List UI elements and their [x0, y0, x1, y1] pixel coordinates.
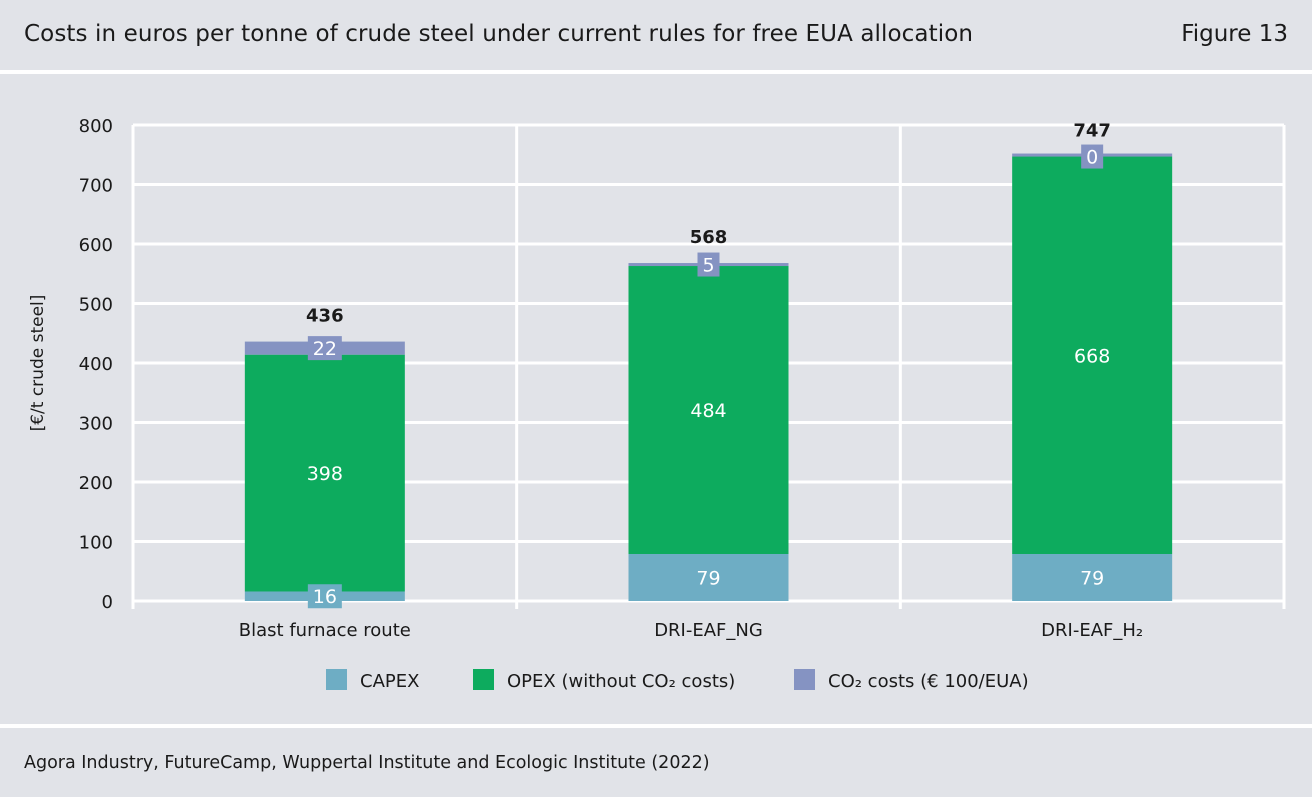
- legend-label-opex-without-co-costs: OPEX (without CO₂ costs): [507, 671, 735, 692]
- y-tick-label-300: 300: [79, 414, 113, 435]
- legend-swatch-capex: [326, 669, 347, 690]
- bottom-divider: [0, 724, 1312, 728]
- y-tick-label-500: 500: [79, 295, 113, 316]
- data-label-capex-dri-eaf-ng: 79: [696, 567, 720, 589]
- data-label-opex-without-co-costs-dri-eaf-h: 668: [1074, 345, 1110, 367]
- source-note: Agora Industry, FutureCamp, Wuppertal In…: [24, 753, 710, 773]
- data-label-opex-without-co-costs-dri-eaf-ng: 484: [690, 400, 726, 422]
- y-tick-label-700: 700: [79, 176, 113, 197]
- legend-label-co-costs-100-eua: CO₂ costs (€ 100/EUA): [828, 671, 1029, 692]
- data-label-capex-dri-eaf-h: 79: [1080, 567, 1104, 589]
- bar-opex-without-co-costs-dri-eaf-h: [1012, 156, 1173, 554]
- total-label-dri-eaf-ng: 568: [690, 227, 728, 248]
- y-tick-label-0: 0: [102, 592, 113, 613]
- bar-opex-without-co-costs-dri-eaf-ng: [628, 266, 789, 554]
- legend-swatch-opex-without-co-costs: [473, 669, 494, 690]
- bar-opex-without-co-costs-blast-furnace-route: [244, 354, 405, 592]
- y-tick-label-600: 600: [79, 235, 113, 256]
- bar-capex-dri-eaf-h: [1012, 553, 1173, 601]
- legend-swatch-co-costs-100-eua: [794, 669, 815, 690]
- data-label-opex-without-co-costs-blast-furnace-route: 398: [307, 463, 343, 485]
- top-divider: [0, 70, 1312, 74]
- y-tick-label-800: 800: [79, 116, 113, 137]
- y-tick-label-100: 100: [79, 533, 113, 554]
- data-label-co-costs-100-eua-blast-furnace-route: 22: [313, 338, 337, 360]
- y-axis-label: [€/t crude steel]: [28, 295, 48, 432]
- data-label-capex-blast-furnace-route: 16: [313, 586, 337, 608]
- figure-label: Figure 13: [1181, 21, 1288, 47]
- x-tick-label-dri-eaf-h: DRI-EAF_H₂: [1041, 620, 1143, 641]
- data-label-co-costs-100-eua-blast-furnace-route-box: [307, 336, 342, 361]
- data-label-capex-blast-furnace-route-box: [307, 584, 342, 609]
- stacked-bar-chart: 0 100 200 300 400 500 600 700 800 [€/t crude stee…: [28, 116, 1286, 692]
- total-label-blast-furnace-route: 436: [306, 306, 344, 327]
- data-label-co-costs-100-eua-dri-eaf-ng-box: [697, 252, 720, 277]
- x-tick-label-blast-furnace-route: Blast furnace route: [239, 620, 411, 641]
- y-tick-label-200: 200: [79, 473, 113, 494]
- bar-capex-dri-eaf-ng: [628, 553, 789, 601]
- data-label-co-costs-100-eua-dri-eaf-h-box: [1081, 144, 1104, 169]
- legend-label-capex: CAPEX: [360, 671, 419, 692]
- data-label-co-costs-100-eua-dri-eaf-h: 0: [1086, 147, 1098, 169]
- chart-title: Costs in euros per tonne of crude steel …: [24, 21, 974, 47]
- x-tick-label-dri-eaf-ng: DRI-EAF_NG: [654, 620, 763, 641]
- header: Costs in euros per tonne of crude steel …: [0, 0, 1312, 70]
- total-label-dri-eaf-h: 747: [1073, 121, 1111, 142]
- y-tick-label-400: 400: [79, 354, 113, 375]
- data-label-co-costs-100-eua-dri-eaf-ng: 5: [702, 255, 714, 277]
